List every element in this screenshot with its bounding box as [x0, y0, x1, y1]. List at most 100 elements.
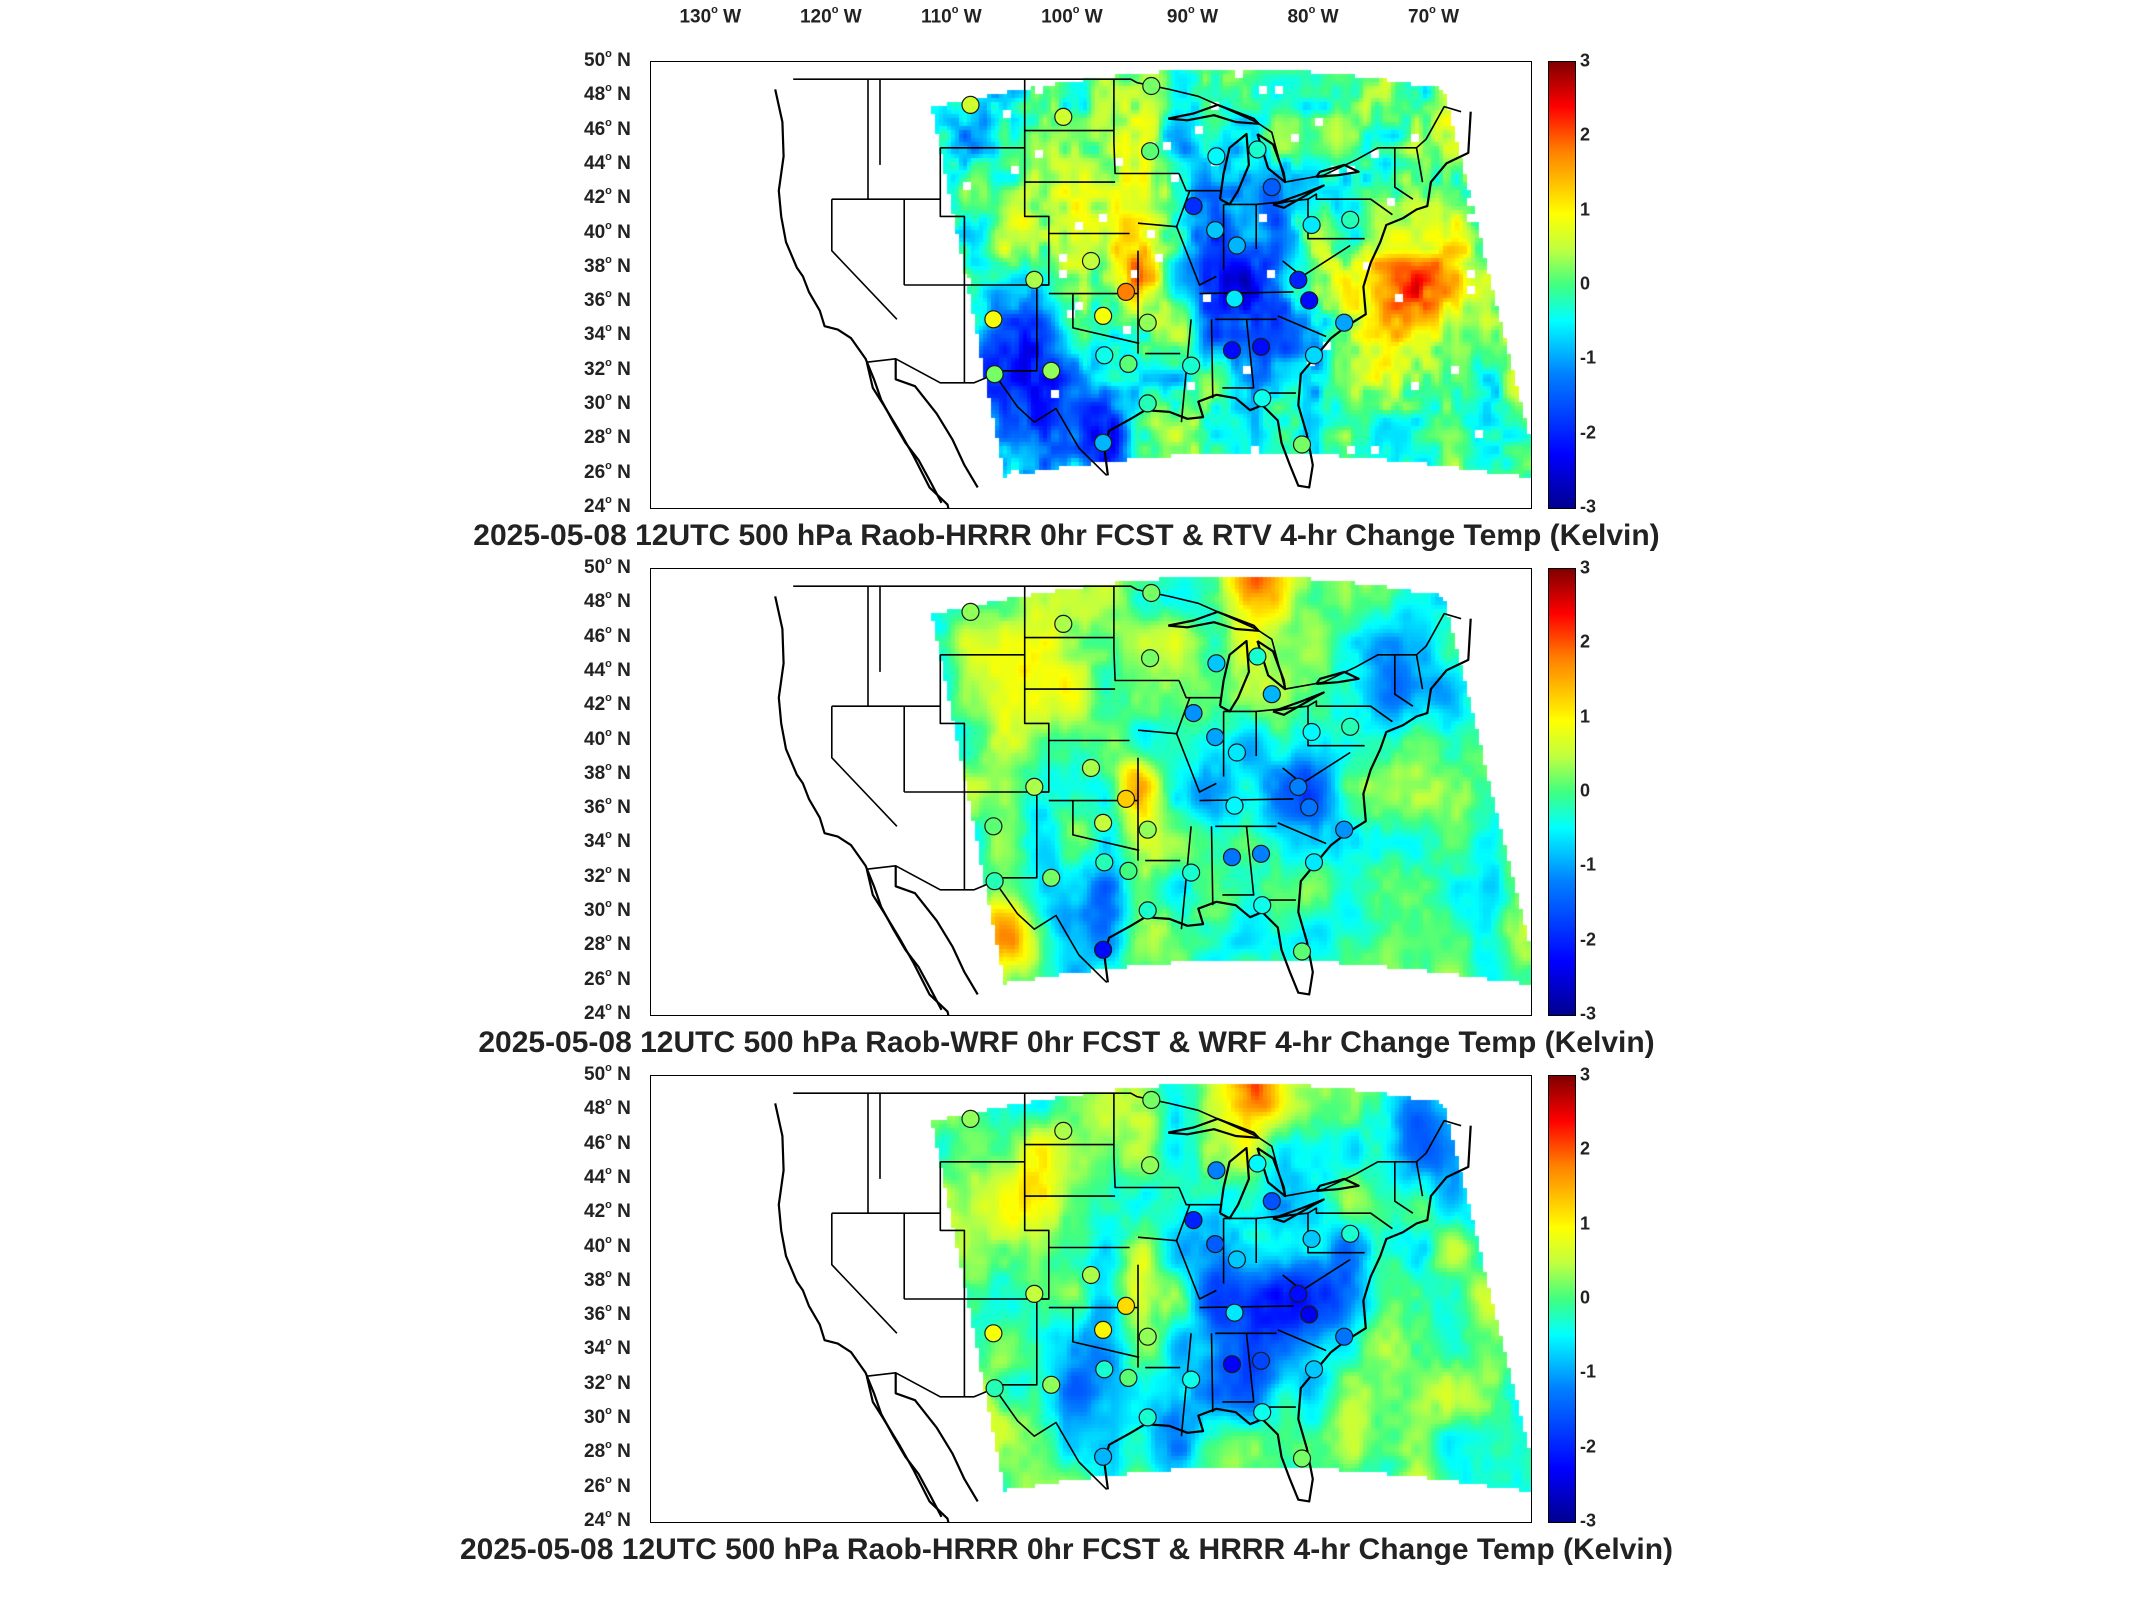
- temperature-change-field: [651, 1076, 1531, 1522]
- coastline: [865, 868, 950, 1015]
- raob-station-marker: [1253, 1403, 1272, 1422]
- colorbar-tick-label: 3: [1580, 1064, 1591, 1085]
- coastline: [1256, 133, 1287, 184]
- latitude-label: 34o N: [584, 322, 631, 346]
- state-border: [793, 1092, 1462, 1197]
- colorbar: [1548, 61, 1576, 509]
- map-panel-raob-hrrr: 50o N 48o N 46o N 44o N 42o N 40o N 38o N 36o N…: [0, 1062, 2133, 1581]
- state-border: [1222, 826, 1255, 896]
- raob-station-marker: [1094, 433, 1113, 452]
- state-border: [1210, 319, 1214, 399]
- latitude-label: 24o N: [584, 1507, 631, 1532]
- raob-station-marker: [1302, 215, 1321, 235]
- latitude-label: 38o N: [584, 253, 631, 278]
- latitude-label: 24o N: [584, 1000, 631, 1025]
- raob-station-marker: [1207, 1161, 1226, 1180]
- raob-station-marker: [1025, 777, 1044, 796]
- raob-station-marker: [1119, 861, 1138, 880]
- state-border: [1393, 147, 1414, 200]
- latitude-label: 26o N: [584, 1473, 631, 1497]
- state-border: [831, 706, 898, 827]
- state-border: [831, 199, 898, 320]
- raob-station-marker: [1248, 647, 1267, 666]
- raob-station-marker: [1054, 107, 1073, 127]
- raob-station-marker: [1300, 1305, 1319, 1324]
- coastline: [1315, 163, 1360, 178]
- state-border: [1199, 1305, 1294, 1309]
- raob-station-marker: [1119, 1368, 1138, 1387]
- map-panel-raob-hrrr-rtv: 50o N 48o N 46o N 44o N 42o N 40o N 38o N 36o N…: [0, 48, 2133, 567]
- raob-station-marker: [985, 365, 1004, 384]
- raob-station-marker: [1142, 583, 1161, 603]
- latitude-label: 36o N: [584, 287, 631, 312]
- map-frame: [650, 1075, 1532, 1523]
- raob-station-marker: [1054, 614, 1073, 634]
- coastline: [865, 1375, 950, 1522]
- raob-station-marker: [1141, 1156, 1160, 1175]
- raob-station-marker: [1222, 848, 1242, 867]
- coastline: [1256, 1147, 1287, 1198]
- raob-station-marker: [1251, 844, 1271, 863]
- state-border: [1222, 1333, 1255, 1403]
- state-border: [1415, 654, 1424, 690]
- state-border: [1307, 700, 1393, 723]
- raob-station-marker: [1289, 777, 1308, 796]
- state-border: [939, 654, 966, 890]
- geography-overlay: [774, 76, 1472, 508]
- state-border: [993, 1093, 1050, 1386]
- raob-station-marker: [1335, 1327, 1354, 1346]
- colorbar-tick-label: -1: [1580, 1361, 1597, 1382]
- state-border: [1072, 800, 1140, 852]
- raob-station-marker: [1300, 798, 1319, 817]
- raob-station-marker: [1227, 1250, 1247, 1269]
- state-border: [1393, 654, 1414, 707]
- colorbar-tick-label: -3: [1580, 1003, 1597, 1024]
- colorbar-tick-label: 1: [1580, 1213, 1591, 1234]
- raob-station-marker: [1116, 789, 1136, 808]
- raob-station-marker: [1304, 853, 1324, 872]
- raob-station-marker: [1138, 313, 1157, 332]
- raob-station-marker: [1138, 820, 1157, 839]
- state-border: [1072, 293, 1140, 345]
- latitude-label: 40o N: [584, 219, 631, 243]
- raob-station-marker: [1181, 1370, 1201, 1389]
- colorbar-tick-label: -1: [1580, 854, 1597, 875]
- temperature-change-field: [651, 62, 1531, 508]
- raob-station-marker: [984, 817, 1003, 836]
- raob-station-marker: [985, 1379, 1004, 1398]
- latitude-label: 30o N: [584, 897, 631, 922]
- latitude-label: 26o N: [584, 966, 631, 990]
- raob-station-marker: [985, 872, 1004, 891]
- colorbar-tick-label: 2: [1580, 1138, 1591, 1159]
- latitude-label: 24o N: [584, 493, 631, 518]
- latitude-label: 38o N: [584, 1267, 631, 1292]
- state-border: [1282, 244, 1351, 278]
- raob-station-marker: [1292, 942, 1312, 961]
- colorbar-tick-label: 0: [1580, 780, 1591, 801]
- state-border: [1199, 291, 1294, 295]
- colorbar-tick-label: 0: [1580, 1287, 1591, 1308]
- state-border: [1223, 710, 1258, 756]
- raob-station-marker: [1222, 341, 1242, 360]
- raob-station-marker: [1225, 1303, 1244, 1322]
- latitude-label: 36o N: [584, 1301, 631, 1326]
- state-border: [793, 78, 1462, 183]
- latitude-label: 28o N: [584, 932, 631, 956]
- state-border: [1113, 586, 1179, 682]
- state-border: [1222, 319, 1255, 389]
- latitude-label: 44o N: [584, 150, 631, 175]
- colorbar-tick-label: -2: [1580, 929, 1597, 950]
- raob-station-marker: [1042, 361, 1061, 380]
- raob-station-marker: [1207, 654, 1226, 673]
- raob-station-marker: [1335, 820, 1354, 839]
- raob-station-marker: [1292, 1449, 1312, 1468]
- colorbar-tick-label: 1: [1580, 706, 1591, 727]
- coastline: [1272, 1198, 1325, 1223]
- latitude-label: 34o N: [584, 1336, 631, 1360]
- raob-station-marker: [961, 95, 980, 115]
- state-border: [831, 1213, 898, 1334]
- latitude-label: 26o N: [584, 459, 631, 483]
- raob-station-marker: [1253, 389, 1272, 408]
- latitude-label: 28o N: [584, 425, 631, 449]
- coastline: [1103, 1125, 1472, 1503]
